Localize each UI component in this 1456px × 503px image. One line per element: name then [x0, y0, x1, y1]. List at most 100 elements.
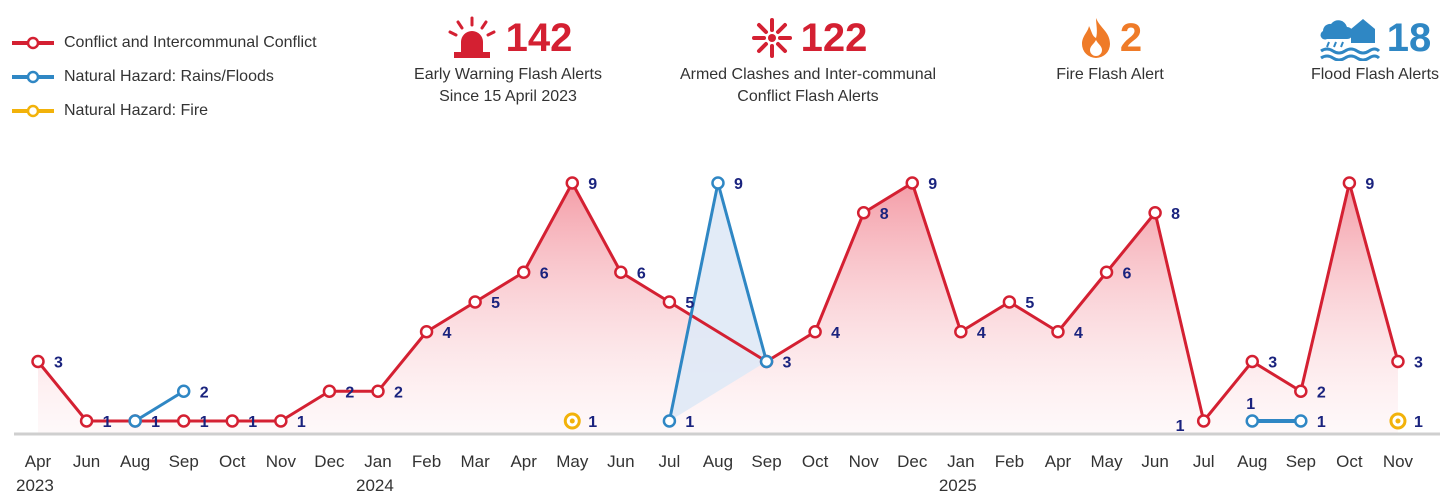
- conflict-point-9: [468, 295, 482, 309]
- conflict-point-6: [322, 384, 337, 398]
- x-tick-label-7: Jan: [364, 452, 391, 471]
- siren-icon: [448, 16, 496, 58]
- stat-early-warning: 142 Early Warning Flash Alerts Since 15 …: [398, 12, 618, 108]
- conflict-data-label-11: 9: [588, 176, 597, 193]
- conflict-point-3: [176, 414, 191, 428]
- stat-flood-label: Flood Flash Alerts: [1310, 66, 1440, 83]
- conflict-point-24: [1245, 354, 1259, 369]
- conflict-data-label-3: 1: [200, 414, 209, 431]
- conflict-data-label-16: 9: [928, 176, 937, 193]
- flood-data-label-2: 9: [734, 176, 743, 193]
- conflict-point-5: [274, 414, 288, 428]
- stat-fire: 2 Fire Flash Alert: [1030, 12, 1190, 86]
- flood-icon: [1319, 19, 1380, 61]
- x-tick-label-10: Apr: [510, 452, 537, 471]
- flood-point-1-1: [711, 176, 725, 190]
- flood-point-0-0: [128, 414, 142, 428]
- legend-item-floods: Natural Hazard: Rains/Floods: [10, 60, 317, 94]
- legend: Conflict and Intercommunal Conflict Natu…: [10, 26, 317, 128]
- conflict-data-label-26: 3: [1414, 355, 1423, 372]
- flood-series-line-0: [134, 389, 185, 423]
- conflict-series-line: [36, 181, 1400, 423]
- conflict-data-label-23: 3: [1268, 355, 1277, 372]
- fire-icon: [1081, 18, 1110, 58]
- x-tick-label-16: Oct: [802, 452, 829, 471]
- stat-early-warning-label: Early Warning Flash Alerts Since 15 Apri…: [414, 66, 602, 105]
- stat-armed-clashes: 122 Armed Clashes and Inter-communal Con…: [658, 12, 958, 108]
- legend-label-floods: Natural Hazard: Rains/Floods: [64, 68, 274, 85]
- conflict-point-23: [1196, 414, 1211, 428]
- conflict-point-12: [614, 265, 628, 279]
- x-tick-label-26: Sep: [1286, 452, 1316, 471]
- conflict-data-label-1: 1: [103, 414, 112, 431]
- conflict-data-label-5: 1: [297, 414, 306, 431]
- conflict-point-0: [31, 354, 45, 369]
- x-tick-label-12: Jun: [607, 452, 634, 471]
- x-tick-label-23: Jun: [1141, 452, 1168, 471]
- conflict-data-label-20: 6: [1123, 265, 1132, 282]
- stat-flood: 18 Flood Flash Alerts: [1296, 12, 1454, 86]
- conflict-point-17: [905, 176, 920, 190]
- flood-data-label-5: 1: [1317, 414, 1326, 431]
- conflict-point-8: [419, 325, 434, 339]
- stat-armed-clashes-label: Armed Clashes and Inter-communal Conflic…: [679, 66, 937, 105]
- flood-point-2-0: [1245, 414, 1259, 428]
- conflict-data-label-17: 4: [977, 325, 986, 342]
- conflict-point-15: [808, 325, 822, 339]
- x-tick-label-27: Oct: [1336, 452, 1363, 471]
- conflict-data-label-25: 9: [1365, 176, 1374, 193]
- x-tick-label-18: Dec: [897, 452, 928, 471]
- conflict-data-label-24: 2: [1317, 384, 1326, 401]
- conflict-data-label-15: 8: [880, 206, 889, 223]
- flood-area: [669, 183, 767, 421]
- legend-item-conflict: Conflict and Intercommunal Conflict: [10, 26, 317, 60]
- conflict-point-20: [1051, 325, 1065, 339]
- x-tick-label-1: Jun: [73, 452, 100, 471]
- conflict-data-label-0: 3: [54, 355, 63, 372]
- x-tick-label-8: Feb: [412, 452, 441, 471]
- x-tick-label-17: Nov: [849, 452, 880, 471]
- flood-data-label-4: 1: [1246, 396, 1255, 413]
- x-year-label-1: 2024: [356, 476, 394, 495]
- flood-point-1-0: [662, 414, 677, 428]
- conflict-data-label-14: 4: [831, 325, 840, 342]
- conflict-point-18: [954, 325, 968, 339]
- conflict-point-27: [1391, 354, 1405, 369]
- x-tick-label-28: Nov: [1383, 452, 1414, 471]
- flood-point-2-1: [1294, 414, 1308, 428]
- x-tick-label-14: Aug: [703, 452, 733, 471]
- conflict-point-25: [1294, 384, 1308, 398]
- x-tick-label-3: Sep: [169, 452, 199, 471]
- legend-line-fire-icon: [12, 104, 54, 118]
- x-tick-label-20: Feb: [995, 452, 1024, 471]
- stat-fire-number: 2: [1119, 16, 1143, 60]
- conflict-point-26: [1342, 176, 1357, 190]
- x-tick-label-4: Oct: [219, 452, 246, 471]
- x-tick-label-6: Dec: [314, 452, 345, 471]
- fire-point-dot-0: [569, 418, 575, 424]
- legend-label-conflict: Conflict and Intercommunal Conflict: [64, 34, 317, 51]
- x-year-label-2: 2025: [939, 476, 977, 495]
- conflict-data-label-10: 6: [540, 265, 549, 282]
- conflict-point-16: [856, 206, 871, 220]
- conflict-data-label-21: 8: [1171, 206, 1180, 223]
- conflict-point-7: [371, 384, 385, 398]
- flood-data-label-3: 3: [783, 355, 792, 372]
- conflict-point-21: [1099, 265, 1114, 279]
- x-tick-label-25: Aug: [1237, 452, 1267, 471]
- conflict-area: [38, 183, 1398, 434]
- legend-line-floods-icon: [12, 70, 54, 84]
- fire-point-dot-1: [1395, 418, 1401, 424]
- x-tick-label-2: Aug: [120, 452, 150, 471]
- conflict-point-1: [79, 414, 94, 428]
- conflict-point-22: [1148, 206, 1162, 220]
- x-tick-label-11: May: [556, 452, 589, 471]
- flood-data-label-0: 2: [200, 384, 209, 401]
- x-tick-label-24: Jul: [1193, 452, 1215, 471]
- conflict-data-label-7: 2: [394, 384, 403, 401]
- conflict-data-label-22: 1: [1176, 418, 1185, 435]
- x-tick-label-21: Apr: [1045, 452, 1072, 471]
- conflict-point-19: [1002, 295, 1017, 309]
- x-tick-label-13: Jul: [659, 452, 681, 471]
